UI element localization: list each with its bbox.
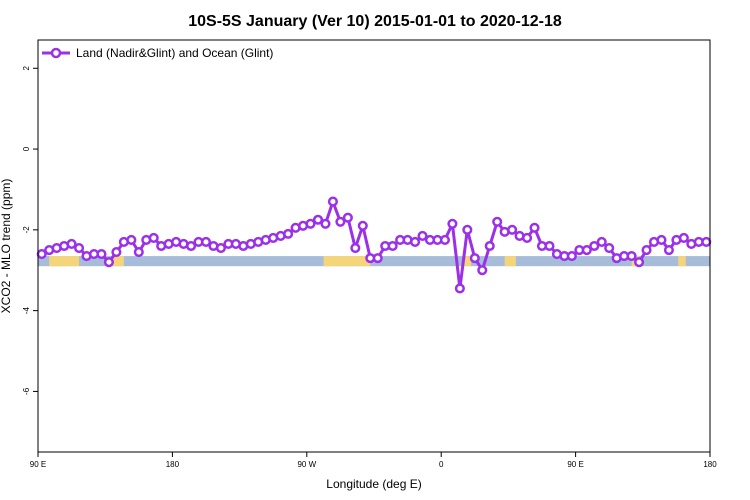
data-point [507, 224, 518, 235]
data-point [529, 222, 540, 233]
land-segment [323, 256, 371, 267]
data-point [634, 257, 645, 268]
legend: Land (Nadir&Glint) and Ocean (Glint) [42, 46, 273, 60]
legend-marker [50, 47, 62, 59]
data-point [305, 218, 316, 229]
data-point [215, 242, 226, 254]
data-point [283, 228, 294, 239]
x-tick-label: 90 E [567, 460, 583, 469]
y-tick-label: -2 [22, 226, 31, 234]
data-point [342, 212, 353, 223]
land-segment [112, 256, 124, 267]
data-point [372, 253, 383, 264]
y-axis: 2 0 -2 -4 -6 [22, 66, 38, 395]
data-point [74, 242, 85, 254]
plot-area [36, 196, 712, 294]
data-point [492, 216, 503, 227]
data-point [133, 247, 144, 258]
data-point [96, 249, 107, 260]
land-segment [49, 256, 80, 267]
data-point [410, 236, 421, 248]
data-point [566, 251, 577, 262]
data-point [439, 234, 450, 245]
data-point [596, 236, 607, 248]
y-tick-label: -4 [22, 307, 31, 315]
data-point [701, 236, 712, 248]
data-point [663, 244, 674, 256]
data-point [454, 283, 465, 294]
y-tick-label: -6 [22, 387, 31, 395]
data-point [581, 244, 592, 256]
x-axis: 90 E 180 90 W 0 90 E 180 [30, 452, 717, 469]
data-point [66, 238, 77, 250]
data-point [641, 244, 652, 256]
data-point [522, 232, 533, 243]
data-point [312, 214, 324, 225]
land-segment [504, 256, 516, 267]
data-point [357, 220, 368, 231]
y-tick-label: 2 [22, 66, 31, 71]
data-point [387, 240, 398, 252]
data-point [589, 240, 600, 252]
data-point [126, 234, 137, 245]
data-point [148, 232, 159, 243]
chart-title: 10S-5S January (Ver 10) 2015-01-01 to 20… [188, 13, 562, 30]
data-point [678, 232, 689, 243]
data-point [327, 196, 338, 207]
data-point [484, 240, 495, 252]
data-point [350, 242, 361, 254]
data-point [626, 251, 637, 262]
x-tick-label: 180 [703, 460, 717, 469]
x-tick-label: 180 [166, 460, 180, 469]
y-tick-label: 0 [22, 146, 31, 151]
data-point [335, 216, 346, 227]
data-point [447, 218, 458, 229]
legend-label: Land (Nadir&Glint) and Ocean (Glint) [76, 46, 273, 60]
data-point [320, 218, 331, 229]
data-point [604, 242, 615, 254]
data-point [477, 265, 488, 276]
data-point [462, 224, 473, 235]
x-tick-label: 0 [439, 460, 444, 469]
data-point [417, 230, 428, 241]
x-axis-label: Longitude (deg E) [326, 477, 421, 491]
plot-frame [37, 39, 711, 453]
data-point [200, 236, 212, 248]
x-tick-label: 90 W [297, 460, 316, 469]
data-point [186, 240, 197, 252]
data-point [103, 257, 114, 268]
x-tick-label: 90 E [30, 460, 46, 469]
data-point [111, 247, 122, 258]
y-axis-label: XCO2 - MLO trend (ppm) [0, 179, 13, 314]
land-segment [678, 256, 686, 267]
land-segment [463, 256, 472, 267]
data-point [469, 253, 480, 264]
data-point [544, 240, 555, 252]
data-point [656, 234, 667, 245]
